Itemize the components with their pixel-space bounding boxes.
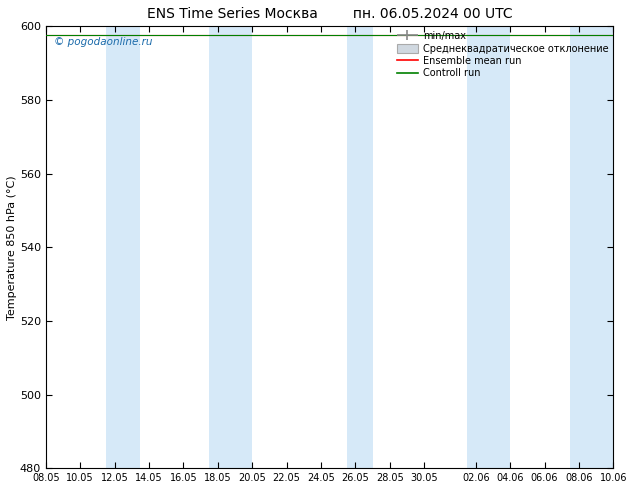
Bar: [209, 26, 252, 468]
Bar: [106, 26, 140, 468]
Text: © pogodaonline.ru: © pogodaonline.ru: [55, 37, 153, 48]
Title: ENS Time Series Москва        пн. 06.05.2024 00 UTC: ENS Time Series Москва пн. 06.05.2024 00…: [146, 7, 512, 21]
Y-axis label: Temperature 850 hPa (°C): Temperature 850 hPa (°C): [7, 175, 17, 319]
Legend: min/max, Среднеквадратическое отклонение, Ensemble mean run, Controll run: min/max, Среднеквадратическое отклонение…: [394, 29, 611, 80]
Bar: [571, 26, 613, 468]
Bar: [347, 26, 373, 468]
Bar: [467, 26, 510, 468]
